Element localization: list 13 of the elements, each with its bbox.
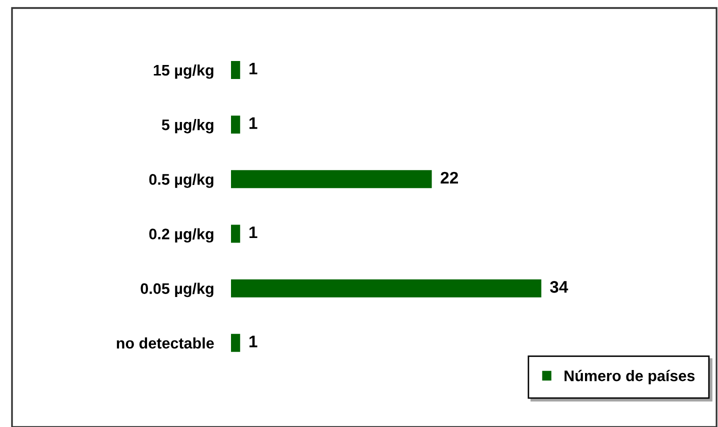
y-tick-label: 5 µg/kg — [162, 119, 214, 134]
data-label: 1 — [250, 62, 258, 74]
y-tick-label: no detectable — [116, 337, 214, 349]
data-label: 1 — [250, 336, 258, 348]
y-tick-label: 0.05 µg/kg — [140, 282, 214, 298]
data-label: 34 — [550, 281, 568, 293]
data-label: 1 — [250, 117, 258, 129]
legend-label: Número de países — [564, 370, 695, 384]
data-label: 22 — [440, 172, 458, 184]
y-tick-label: 15 µg/kg — [154, 64, 214, 79]
y-tick-label: 0.5 µg/kg — [149, 174, 214, 188]
y-tick-label: 0.2 µg/kg — [149, 228, 214, 243]
data-label: 1 — [250, 226, 258, 238]
